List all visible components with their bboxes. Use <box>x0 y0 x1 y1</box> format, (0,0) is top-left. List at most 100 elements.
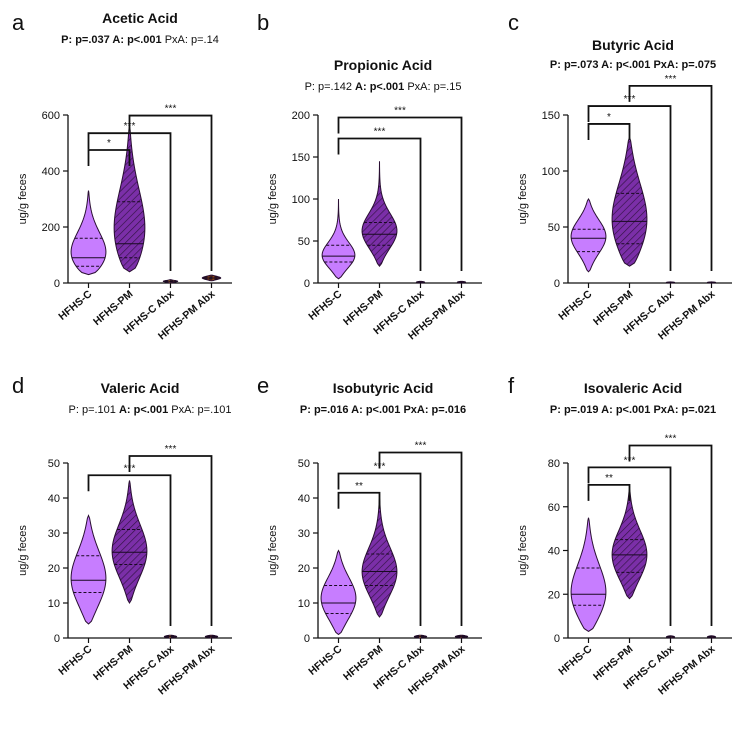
bracket-line <box>587 123 631 140</box>
y-tick-label: 400 <box>42 166 60 178</box>
chart-title: Isobutyric Acid <box>333 380 434 396</box>
y-tick-label: 0 <box>304 633 310 645</box>
chart-title: Valeric Acid <box>101 380 180 396</box>
bracket-line <box>87 132 172 271</box>
violin-hfhs-c <box>70 514 107 625</box>
violin-hfhs-pm <box>611 489 648 600</box>
y-axis-label: ug/g feces <box>17 173 29 224</box>
stats-part: A: p<.001 <box>119 404 171 416</box>
violin-hfhs-c-abx <box>415 280 426 284</box>
panel-letter: b <box>257 10 269 35</box>
violin-hatch <box>362 498 397 617</box>
violin-hfhs-pm-abx <box>454 634 469 639</box>
stats-part: P: p=.019 <box>550 404 601 416</box>
bracket-line <box>378 451 463 626</box>
y-tick-label: 20 <box>48 563 60 575</box>
x-tick-label: HFHS-C <box>306 643 344 678</box>
stats-part: A: p<.001 <box>601 404 653 416</box>
y-axis-label: ug/g feces <box>517 525 529 576</box>
y-tick-label: 40 <box>298 493 310 505</box>
y-tick-label: 150 <box>292 152 310 164</box>
bracket-label: ** <box>605 473 613 484</box>
stats-part: PxA: p=.075 <box>653 59 716 71</box>
violin-hfhs-c-abx <box>665 635 676 639</box>
stats-part: PxA: p=.15 <box>407 81 461 93</box>
stats-line: P: p=.037 A: p<.001 PxA: p=.14 <box>61 34 219 46</box>
stats-part: A: p<.001 <box>355 81 407 93</box>
bracket-line <box>337 491 381 509</box>
violin-hfhs-c <box>70 190 107 276</box>
significance-bracket: * <box>87 138 131 166</box>
x-tick-label: HFHS-C <box>56 288 94 323</box>
y-tick-label: 50 <box>48 458 60 470</box>
y-tick-label: 60 <box>548 502 560 514</box>
significance-bracket: *** <box>337 127 422 271</box>
panel-letter: f <box>508 373 515 398</box>
violin-hfhs-c <box>570 198 607 273</box>
violin-hfhs-pm-abx <box>456 280 467 284</box>
violin-hatch <box>612 489 647 599</box>
bracket-label: ** <box>355 481 363 492</box>
y-tick-label: 100 <box>292 194 310 206</box>
bracket-line <box>87 149 131 166</box>
violin-hfhs-c <box>321 198 356 280</box>
stats-part: P: p=.016 <box>300 404 351 416</box>
panel-letter: d <box>12 373 24 398</box>
y-tick-label: 40 <box>48 493 60 505</box>
stats-part: PxA: p=.14 <box>165 34 219 46</box>
stats-part: P: p=.037 <box>61 34 112 46</box>
y-axis-label: ug/g feces <box>17 525 29 576</box>
bracket-line <box>337 472 422 626</box>
stats-part: P: p=.073 <box>550 59 601 71</box>
bracket-label: * <box>107 138 111 149</box>
bracket-line <box>628 84 713 271</box>
violin-hfhs-pm <box>611 135 648 267</box>
violin-hfhs-c <box>570 517 607 633</box>
violin-hfhs-pm-abx <box>204 634 219 639</box>
stats-part: P: p=.142 <box>305 81 355 93</box>
significance-bracket: *** <box>378 441 463 626</box>
significance-bracket: *** <box>128 444 213 626</box>
bracket-line <box>337 137 422 271</box>
y-tick-label: 20 <box>548 589 560 601</box>
stats-part: A: p<.001 <box>351 404 403 416</box>
violin-hfhs-pm-abx <box>201 274 222 282</box>
y-tick-label: 30 <box>298 528 310 540</box>
violin-body <box>320 549 357 636</box>
y-tick-label: 50 <box>298 458 310 470</box>
x-tick-label: HFHS-C <box>306 288 344 323</box>
stats-line: P: p=.016 A: p<.001 PxA: p=.016 <box>300 404 466 416</box>
panel-d: d Valeric Acid P: p=.101 A: p<.001 PxA: p=… <box>12 373 232 697</box>
significance-bracket: ** <box>337 481 381 509</box>
panel-letter: e <box>257 373 269 398</box>
panel-f: f Isovaleric Acid P: p=.019 A: p<.001 PxA:… <box>508 373 732 697</box>
y-tick-label: 30 <box>48 528 60 540</box>
y-tick-label: 0 <box>554 633 560 645</box>
violin-body <box>70 190 107 276</box>
bracket-line <box>128 455 213 626</box>
panel-a: a Acetic Acid P: p=.037 A: p<.001 PxA: p=.… <box>12 10 232 342</box>
y-tick-label: 50 <box>298 236 310 248</box>
panel-b: b Propionic Acid P: p=.142 A: p<.001 PxA: … <box>257 10 482 342</box>
y-tick-label: 150 <box>542 110 560 122</box>
significance-bracket: *** <box>628 74 713 271</box>
y-tick-label: 0 <box>54 278 60 290</box>
y-tick-label: 100 <box>542 166 560 178</box>
chart-title: Acetic Acid <box>102 10 178 26</box>
violin-hfhs-c-abx <box>163 634 178 639</box>
stats-line: P: p=.019 A: p<.001 PxA: p=.021 <box>550 404 716 416</box>
bracket-line <box>87 474 172 626</box>
violin-hatch <box>114 126 145 272</box>
violin-hfhs-c-abx <box>665 281 676 284</box>
violin-hfhs-pm <box>361 161 398 268</box>
y-tick-label: 200 <box>42 222 60 234</box>
violin-hfhs-c-abx <box>162 279 179 284</box>
y-axis-label: ug/g feces <box>517 173 529 224</box>
bracket-label: *** <box>665 74 677 85</box>
stats-part: A: p<.001 <box>601 59 653 71</box>
significance-bracket: * <box>587 112 631 140</box>
violin-hatch <box>112 480 147 603</box>
violin-hfhs-c <box>320 549 357 636</box>
y-tick-label: 20 <box>298 563 310 575</box>
